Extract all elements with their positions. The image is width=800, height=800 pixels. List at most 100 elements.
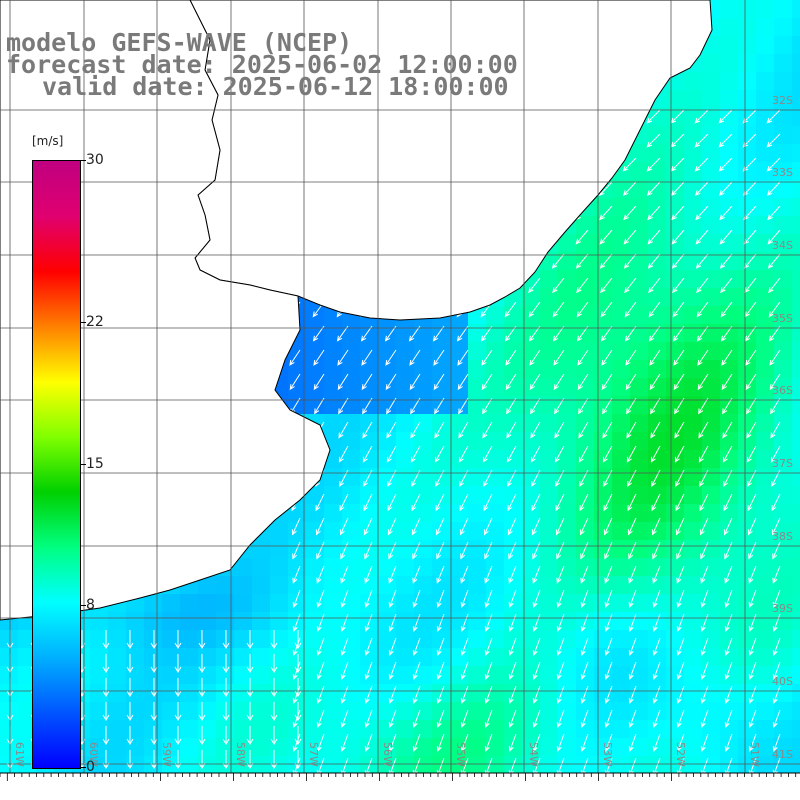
speed-cell — [630, 306, 649, 325]
wind-arrow — [671, 229, 685, 245]
speed-cell — [396, 702, 415, 721]
speed-cell — [378, 360, 397, 379]
speed-cell — [792, 630, 800, 649]
speed-cell — [378, 720, 397, 739]
speed-cell — [612, 396, 631, 415]
speed-cell — [792, 324, 800, 343]
speed-cell — [684, 180, 703, 199]
speed-cell — [594, 432, 613, 451]
wind-arrow — [315, 517, 325, 536]
wind-arrow — [770, 397, 781, 415]
speed-cell — [414, 648, 433, 667]
wind-arrow — [483, 493, 493, 512]
speed-cell — [792, 558, 800, 577]
wind-arrow — [700, 637, 709, 656]
speed-cell — [144, 630, 163, 649]
speed-cell — [792, 702, 800, 721]
speed-cell — [756, 36, 775, 55]
speed-cell — [630, 450, 649, 469]
wind-arrow — [270, 630, 278, 649]
speed-cell — [396, 504, 415, 523]
speed-cell — [540, 504, 559, 523]
speed-cell — [270, 702, 289, 721]
wind-arrow — [746, 421, 757, 439]
wind-arrow — [575, 229, 589, 245]
wind-arrow — [698, 445, 709, 463]
speed-cell — [792, 540, 800, 559]
speed-cell — [702, 144, 721, 163]
speed-cell — [684, 756, 703, 775]
speed-cell — [684, 414, 703, 433]
speed-cell — [648, 162, 667, 181]
wind-arrow — [315, 493, 325, 512]
wind-arrow — [316, 541, 325, 560]
speed-cell — [576, 630, 595, 649]
speed-cell — [486, 702, 505, 721]
wind-arrow — [436, 637, 445, 656]
wind-arrow — [385, 373, 397, 391]
wind-arrow — [433, 349, 445, 366]
speed-cell — [540, 738, 559, 757]
wind-arrow — [724, 565, 733, 584]
wind-arrow — [724, 637, 733, 656]
longitude-label: 60W — [87, 742, 100, 767]
speed-cell — [126, 630, 145, 649]
speed-cell — [468, 630, 487, 649]
speed-cell — [522, 414, 541, 433]
colorbar — [32, 160, 81, 769]
speed-cell — [198, 720, 217, 739]
speed-cell — [288, 378, 307, 397]
wind-arrow — [720, 277, 733, 294]
speed-cell — [198, 738, 217, 757]
speed-cell — [738, 666, 757, 685]
wind-arrow — [388, 661, 397, 680]
wind-arrow — [457, 373, 469, 391]
wind-arrow — [459, 493, 469, 512]
speed-cell — [396, 522, 415, 541]
speed-cell — [612, 612, 631, 631]
speed-cell — [702, 234, 721, 253]
wind-arrow — [652, 541, 661, 560]
colorbar-tick-label: 22 — [86, 313, 104, 330]
wind-arrow — [767, 253, 781, 269]
wind-arrow — [410, 421, 421, 439]
speed-cell — [738, 180, 757, 199]
speed-cell — [180, 666, 199, 685]
wind-arrow — [289, 373, 301, 391]
speed-cell — [324, 540, 343, 559]
speed-cell — [414, 576, 433, 595]
speed-cell — [792, 36, 800, 55]
wind-arrow — [625, 373, 637, 391]
speed-cell — [630, 144, 649, 163]
speed-cell — [360, 378, 379, 397]
speed-cell — [522, 594, 541, 613]
speed-cell — [594, 270, 613, 289]
speed-cell — [738, 720, 757, 739]
speed-cell — [522, 630, 541, 649]
speed-cell — [558, 378, 577, 397]
speed-cell — [522, 504, 541, 523]
speed-cell — [306, 738, 325, 757]
wind-arrow — [744, 325, 757, 342]
speed-cell — [558, 306, 577, 325]
speed-cell — [648, 306, 667, 325]
speed-cell — [684, 630, 703, 649]
speed-cell — [558, 558, 577, 577]
longitude-label: 53W — [601, 742, 614, 767]
speed-cell — [774, 324, 793, 343]
wind-arrow — [748, 709, 757, 728]
wind-arrow — [529, 349, 541, 366]
speed-cell — [720, 504, 739, 523]
speed-cell — [342, 702, 361, 721]
speed-cell — [468, 594, 487, 613]
wind-arrow — [435, 493, 445, 512]
speed-cell — [738, 198, 757, 217]
wind-arrow — [458, 445, 469, 463]
speed-cell — [180, 720, 199, 739]
speed-cell — [684, 108, 703, 127]
speed-cell — [486, 396, 505, 415]
wind-arrow — [337, 349, 349, 366]
speed-cell — [432, 702, 451, 721]
speed-cell — [540, 270, 559, 289]
speed-cell — [684, 162, 703, 181]
